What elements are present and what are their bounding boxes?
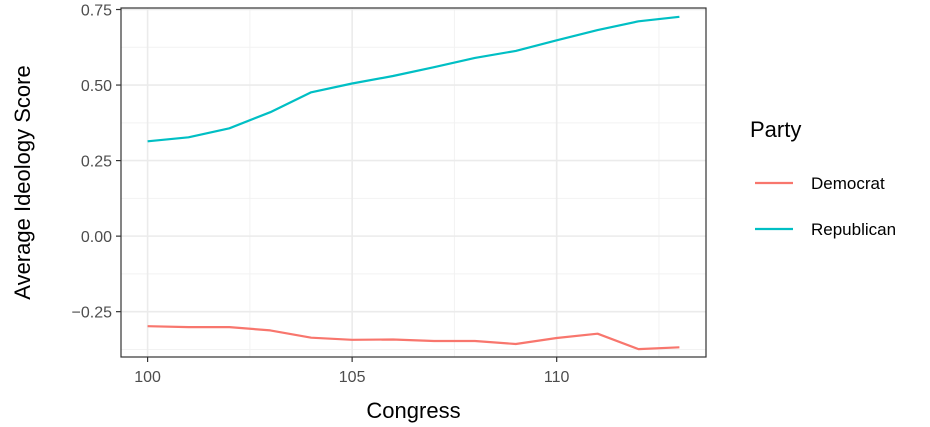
- x-axis-ticks: 100 105 110: [134, 357, 570, 386]
- series-line-republican: [147, 15, 680, 143]
- y-axis-title: Average Ideology Score: [10, 65, 35, 299]
- series-layer: [147, 15, 680, 351]
- legend-title: Party: [750, 117, 801, 142]
- x-tick-label: 110: [544, 369, 570, 386]
- y-tick-label: 0.50: [81, 78, 112, 95]
- plot-panel-border: [120, 7, 707, 358]
- legend-label-democrat: Democrat: [811, 174, 885, 193]
- y-axis-ticks: −0.25 0.00 0.25 0.50 0.75: [72, 3, 121, 322]
- y-tick-label: −0.25: [72, 305, 113, 322]
- y-tick-label: 0.25: [81, 154, 112, 171]
- x-tick-label: 105: [339, 369, 366, 386]
- minor-gridlines: [121, 8, 706, 357]
- legend: Party Democrat Republican: [750, 117, 896, 239]
- legend-label-republican: Republican: [811, 220, 896, 239]
- x-tick-label: 100: [134, 369, 161, 386]
- series-line-democrat: [147, 325, 680, 351]
- y-tick-label: 0.75: [81, 3, 112, 20]
- major-gridlines: [121, 8, 706, 357]
- y-tick-label: 0.00: [81, 229, 112, 246]
- x-axis-title: Congress: [366, 398, 460, 423]
